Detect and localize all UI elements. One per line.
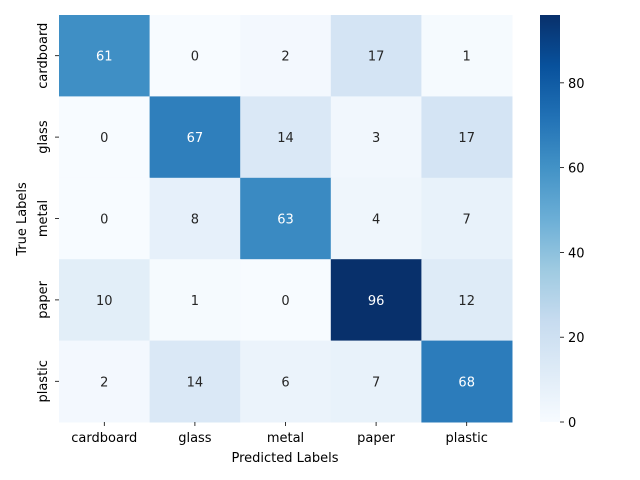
y-tick-label: paper	[36, 280, 51, 318]
heatmap-cell-label: 4	[372, 213, 380, 228]
colorbar-tick-label: 40	[568, 246, 585, 261]
heatmap-cell	[149, 15, 241, 97]
heatmap-cell-label: 2	[281, 50, 289, 65]
heatmap-cell-label: 96	[368, 294, 385, 309]
heatmap-cell	[149, 259, 241, 342]
heatmap-cell-label: 1	[191, 294, 199, 309]
x-tick-label: metal	[267, 431, 304, 446]
heatmap-cell-label: 61	[96, 50, 113, 65]
heatmap-cell-label: 14	[277, 131, 294, 146]
x-tick-label: plastic	[445, 431, 487, 446]
heatmap-cell-label: 12	[458, 294, 475, 309]
x-tick-label: glass	[178, 431, 212, 446]
heatmap-cell-label: 0	[191, 50, 199, 65]
y-axis-ticks: cardboard glass metal paper plastic	[36, 23, 59, 403]
x-axis-title: Predicted Labels	[231, 451, 338, 466]
heatmap-cell	[421, 340, 513, 423]
heatmap-cell-label: 7	[463, 213, 471, 228]
heatmap-cell-label: 67	[187, 131, 204, 146]
heatmap-cell-label: 2	[100, 375, 108, 390]
colorbar	[540, 15, 560, 422]
y-tick-label: metal	[36, 200, 51, 237]
heatmap-cell-label: 7	[372, 375, 380, 390]
x-tick-label: paper	[357, 431, 395, 446]
heatmap-cell	[330, 96, 422, 179]
heatmap-cell-label: 6	[281, 375, 289, 390]
heatmap-cell-label: 10	[96, 294, 113, 309]
heatmap-cell-label: 0	[100, 131, 108, 146]
heatmap-cell	[240, 15, 332, 97]
heatmap-cell	[330, 15, 422, 97]
heatmap-cell	[59, 15, 151, 97]
heatmap-cell-label: 68	[458, 375, 475, 390]
heatmap-cell-label: 17	[458, 131, 475, 146]
heatmap-cell	[240, 177, 332, 260]
x-axis-ticks: cardboard glass metal paper plastic	[71, 422, 488, 446]
heatmap-cell-label: 8	[191, 213, 199, 228]
heatmap-cell	[59, 259, 151, 342]
colorbar-ticks: 0 20 40 60 80	[560, 77, 585, 431]
heatmap-cell-label: 17	[368, 50, 385, 65]
heatmap-cell-label: 0	[281, 294, 289, 309]
heatmap-cell	[149, 177, 241, 260]
heatmap-cell	[240, 96, 332, 179]
heatmap-cell	[149, 96, 241, 179]
colorbar-tick-label: 80	[568, 77, 585, 92]
heatmap-cell	[330, 177, 422, 260]
heatmap-cell-label: 14	[187, 375, 204, 390]
heatmap-cell-labels: 61 0 2 17 10 67 14 3 170 8 63 4 710 1 0 96 122 14 6 7 68	[96, 50, 475, 391]
y-axis-title: True Labels	[15, 182, 30, 257]
heatmap-cell	[59, 96, 151, 179]
heatmap-cell	[149, 340, 241, 423]
heatmap-cell	[421, 96, 513, 179]
heatmap-cell	[330, 340, 422, 423]
heatmap-cell	[240, 340, 332, 423]
heatmap-cell-label: 3	[372, 131, 380, 146]
y-tick-label: plastic	[36, 360, 51, 402]
heatmap-cell	[421, 15, 513, 97]
heatmap-cell	[59, 177, 151, 260]
y-tick-label: cardboard	[36, 23, 51, 89]
heatmap-cells	[59, 15, 513, 423]
heatmap-cell	[59, 340, 151, 423]
colorbar-tick-label: 20	[568, 331, 585, 346]
heatmap-cell	[240, 259, 332, 342]
heatmap-cell-label: 1	[463, 50, 471, 65]
heatmap-cell	[330, 259, 422, 342]
colorbar-tick-label: 0	[568, 416, 576, 431]
colorbar-tick-label: 60	[568, 162, 585, 177]
heatmap-cell-label: 63	[277, 213, 294, 228]
y-tick-label: glass	[36, 120, 51, 154]
x-tick-label: cardboard	[71, 431, 137, 446]
heatmap-cell	[421, 177, 513, 260]
heatmap-cell-label: 0	[100, 213, 108, 228]
heatmap-cell	[421, 259, 513, 342]
